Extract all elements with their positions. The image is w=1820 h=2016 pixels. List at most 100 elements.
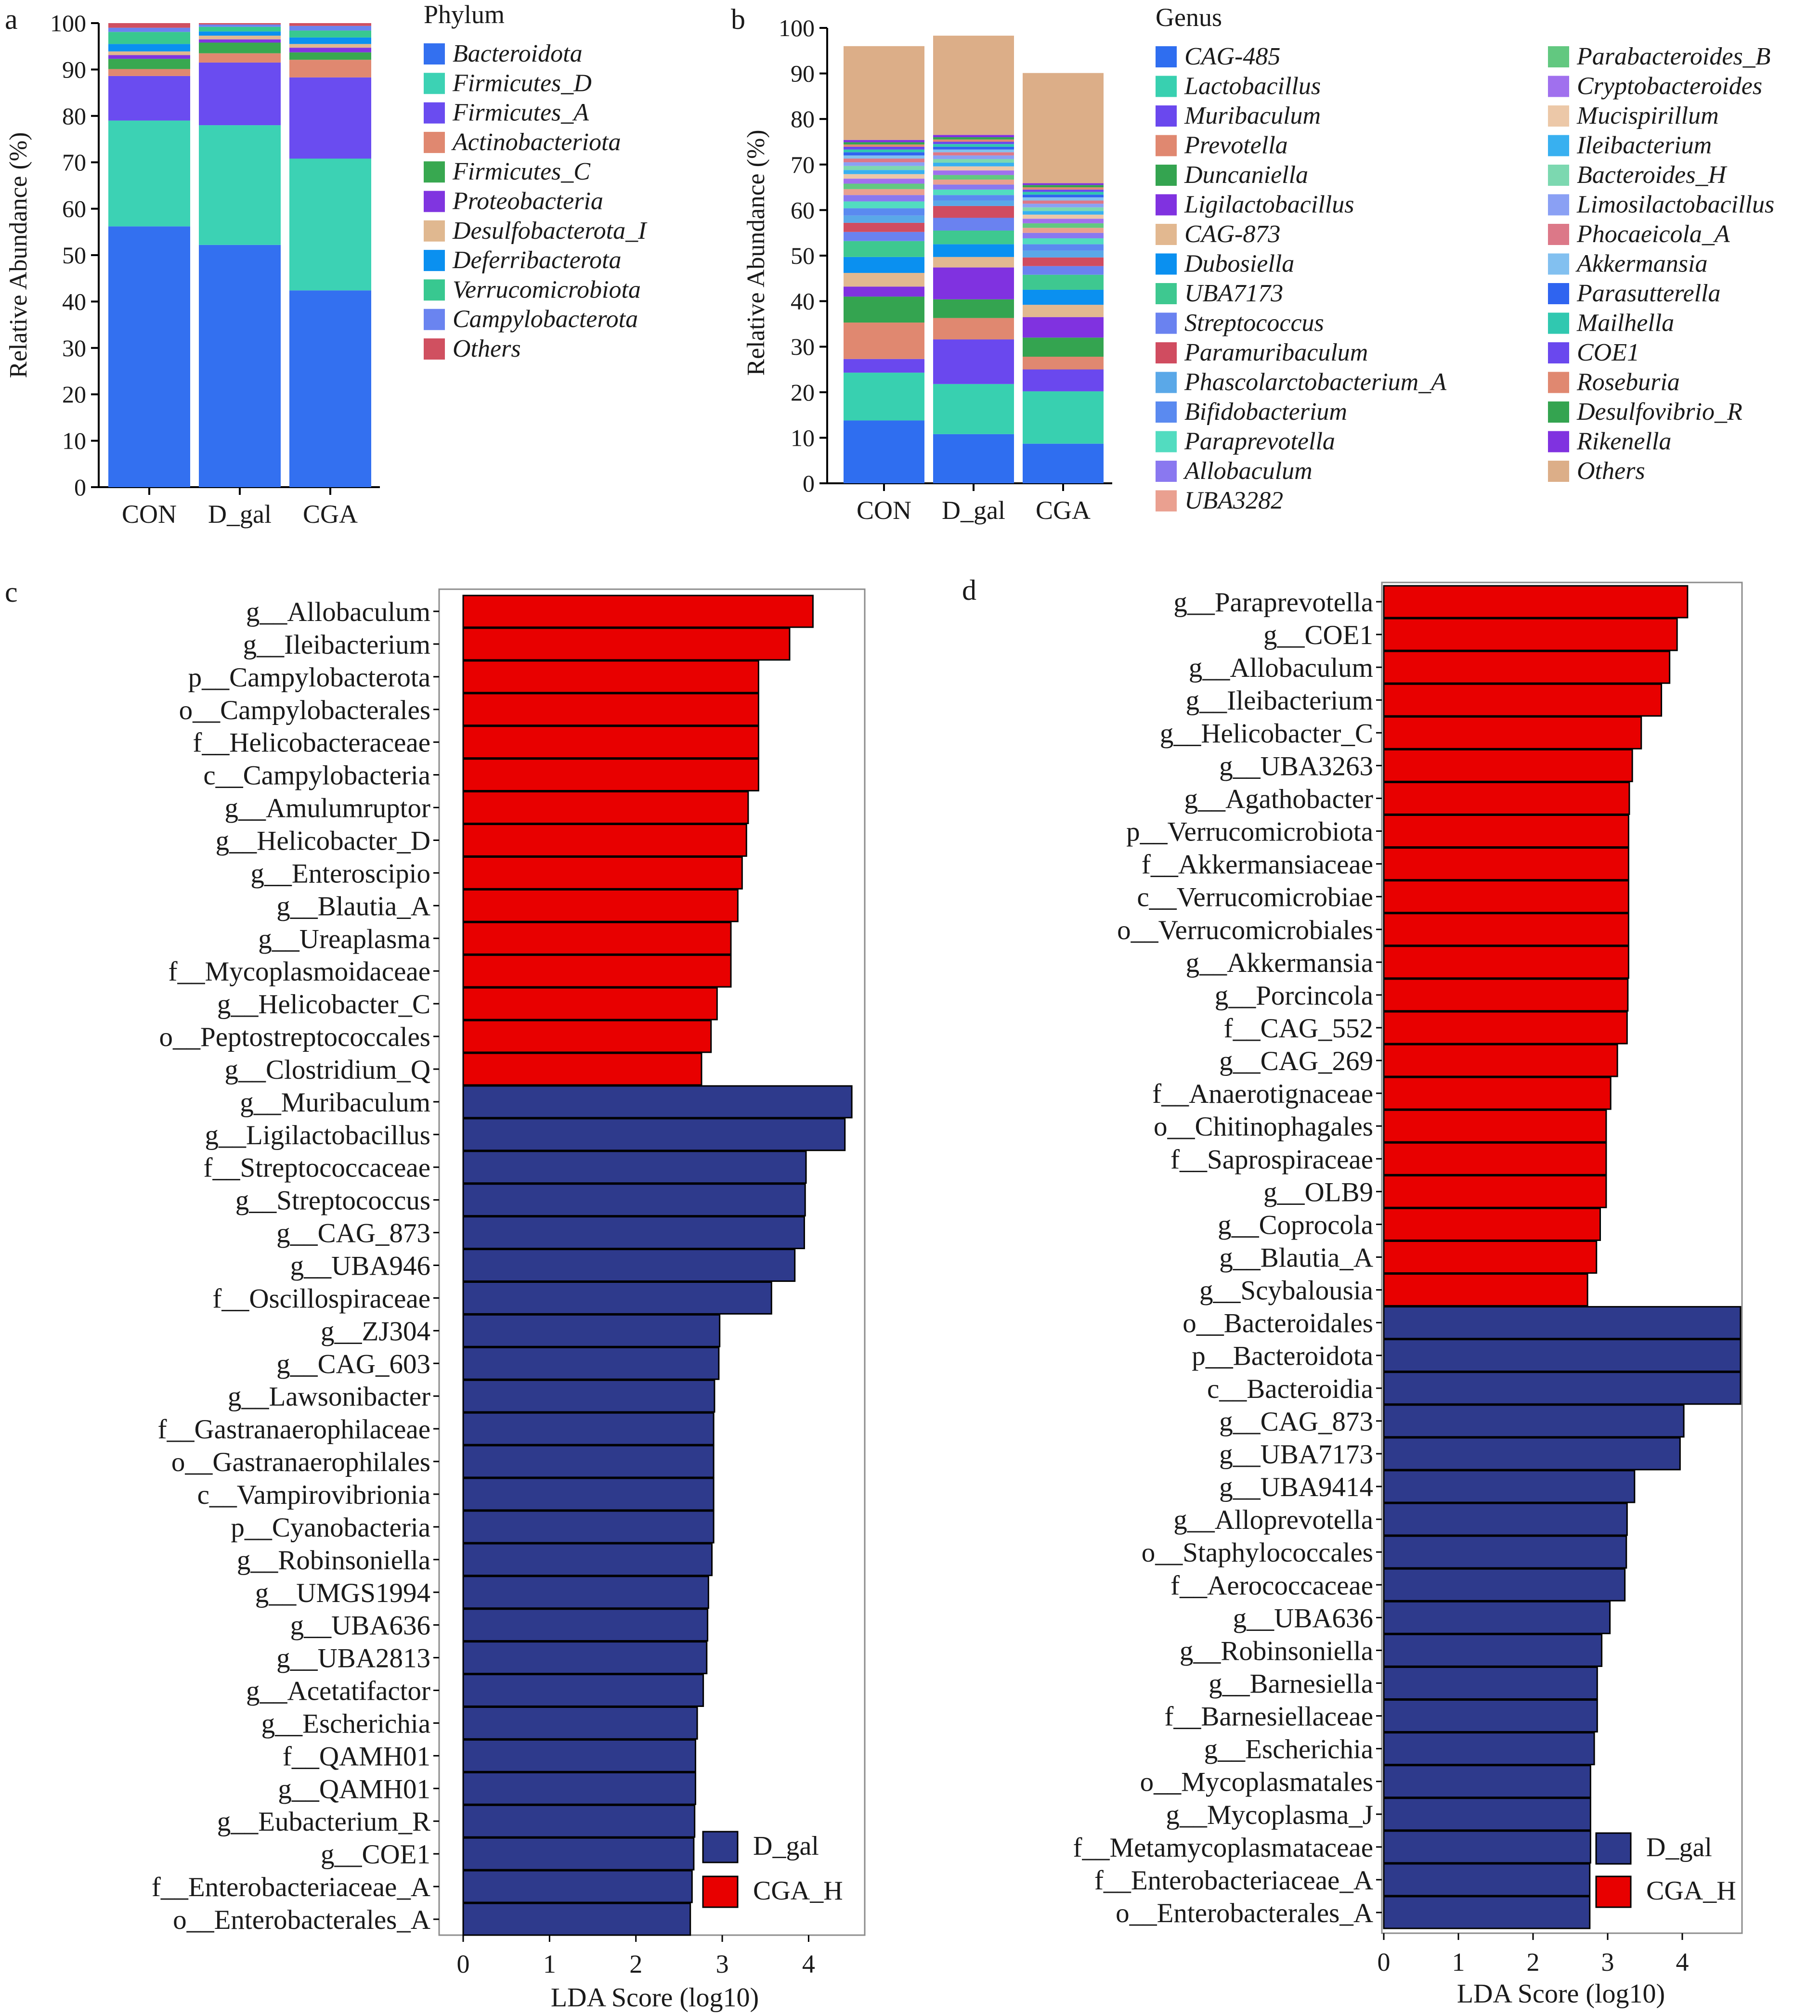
panel-b-legend-swatch [1548,76,1569,97]
panel-b-bar-segment [1023,207,1104,211]
panel-a-bar-segment [199,245,281,487]
panel-b-bar-segment [933,152,1014,155]
panel-b-bar-segment [844,152,924,155]
panel-b-bar-segment [844,142,924,145]
panel-d-lda-bar [1383,1076,1612,1110]
panel-b-legend-label: Lactobacillus [1184,73,1321,100]
panel-c-feature-label: g__Clostridium_Q [224,1055,430,1085]
panel-c-feature-label: g__Helicobacter_C [217,989,430,1020]
panel-c-lda-bar [462,1412,715,1446]
panel-c-feature-label: f__Enterobacteriaceae_A [152,1872,430,1902]
panel-d-lda-bar [1383,1699,1598,1733]
panel-c-feature-label: g__Muribaculum [240,1087,430,1118]
panel-c-lda-bar [462,1216,805,1250]
panel-d-legend-label: CGA_H [1646,1876,1736,1906]
panel-b-legend-label: Rikenella [1576,428,1671,455]
panel-d-feature-label: g__Helicobacter_C [1160,718,1373,749]
panel-d-lda-bar [1383,1633,1603,1667]
panel-c-lda-bar [462,627,791,661]
panel-b-bar-segment [844,373,924,421]
panel-b-ylabel: Relative Abundance (%) [742,129,770,375]
panel-a-ytick-label: 80 [62,103,86,129]
panel-c-feature-label: f__Streptococcaceae [203,1153,430,1183]
panel-d-feature-label: o__Mycoplasmatales [1140,1767,1373,1797]
panel-b-bar-segment [933,163,1014,167]
panel-label-c: c [5,576,18,608]
panel-d-lda-bar [1383,1175,1607,1208]
panel-b-bar-segment [933,139,1014,142]
panel-a-legend-swatch [424,73,445,94]
panel-b-bar-segment [844,174,924,179]
panel-b-legend-label: UBA7173 [1184,280,1283,307]
panel-d-feature-label: f__Enterobacteriaceae_A [1094,1865,1373,1896]
panel-b-legend-swatch [1156,490,1177,512]
panel-a-bar-segment [108,51,190,55]
panel-d-feature-label: c__Bacteroidia [1207,1374,1373,1404]
panel-b-ytick-label: 40 [791,288,815,315]
panel-b-legend-label: Phocaeicola_A [1576,220,1730,248]
panel-c-lda-bar [462,1085,853,1119]
panel-label-b: b [731,3,745,35]
panel-b-bar-segment [1023,357,1104,370]
panel-a-bar-segment [108,27,190,32]
panel-a-legend-label: Verrucomicrobiota [453,276,641,303]
panel-c-lda-bar [462,1739,696,1772]
panel-d-lda-bar: LDA Score (log10) g__Paraprevotellag__CO… [1073,582,1743,2009]
panel-c-lda-bar [462,1281,772,1315]
panel-b-legend-swatch [1548,312,1569,334]
panel-b-ytick-label: 70 [791,151,815,178]
panel-b-bar-segment [933,184,1014,190]
panel-b-bar-segment [1023,274,1104,290]
panel-b-legend-swatch [1156,283,1177,304]
panel-b-bar-segment [844,323,924,359]
panel-b-bar-segment [844,189,924,195]
panel-b-bar-segment [933,180,1014,185]
panel-b-bar-segment [1023,200,1104,204]
panel-b-bar-segment [1023,189,1104,192]
panel-d-lda-bar [1383,650,1671,684]
panel-b-bar-segment [1023,219,1104,223]
panel-a-ytick-label: 50 [62,242,86,269]
panel-c-lda-bar [462,1804,696,1838]
panel-d-feature-label: g__COE1 [1263,620,1373,650]
panel-a-bar-segment [289,26,371,31]
panel-c-feature-label: g__CAG_873 [276,1218,430,1249]
panel-b-legend-swatch [1156,135,1177,156]
panel-c-lda-bar [462,1314,721,1347]
panel-d-feature-label: g__Robinsoniella [1180,1636,1373,1666]
panel-c-feature-label: f__Gastranaerophilaceae [158,1414,431,1445]
panel-c-lda-bar [462,594,814,628]
panel-b-legend-swatch [1156,46,1177,67]
panel-d-feature-label: f__Saprospiraceae [1170,1144,1373,1175]
panel-a-legend-label: Firmicutes_A [452,99,589,127]
panel-b-legend-swatch [1548,253,1569,275]
panel-b-legend-swatch [1548,135,1569,156]
panel-b-legend-label: Parabacteroides_B [1576,43,1770,70]
panel-a-legend-label: Proteobacteria [452,188,603,215]
panel-c-feature-label: o__Peptostreptococcales [159,1022,431,1052]
panel-b-legend-label: UBA3282 [1184,487,1283,515]
panel-a-ytick-label: 40 [62,288,86,315]
panel-a-bar-segment [108,59,190,69]
panel-c-feature-label: f__Oscillospiraceae [212,1283,430,1314]
panel-d-feature-label: g__UBA9414 [1219,1472,1373,1502]
panel-c-lda-bar [462,889,739,922]
panel-c-feature-label: g__Blautia_A [276,891,430,921]
panel-b-legend-label: Parasutterella [1576,280,1721,307]
panel-b-bar-segment [844,179,924,184]
panel-c-feature-label: g__Escherichia [261,1708,430,1739]
panel-c-lda-bar [462,1150,807,1184]
panel-c-feature-label: o__Enterobacterales_A [173,1905,430,1935]
panel-d-lda-bar [1383,1011,1628,1045]
panel-c-feature-label: f__Mycoplasmoidaceae [169,956,430,987]
panel-d-feature-label: g__Blautia_A [1219,1243,1373,1273]
panel-a-bar-segment [108,76,190,121]
panel-c-lda-bar [462,660,759,694]
panel-d-feature-label: g__Agathobacter [1184,784,1373,814]
panel-b-bar-segment [844,286,924,297]
panel-a-xtick-label: D_gal [208,500,272,529]
panel-b-legend-label: Bacteroides_H [1577,161,1727,189]
panel-b-legend-label: Paramuribaculum [1184,339,1368,366]
panel-b-legend-label: Muribaculum [1184,102,1321,129]
panel-a-legend-label: Desulfobacterota_I [452,217,648,245]
